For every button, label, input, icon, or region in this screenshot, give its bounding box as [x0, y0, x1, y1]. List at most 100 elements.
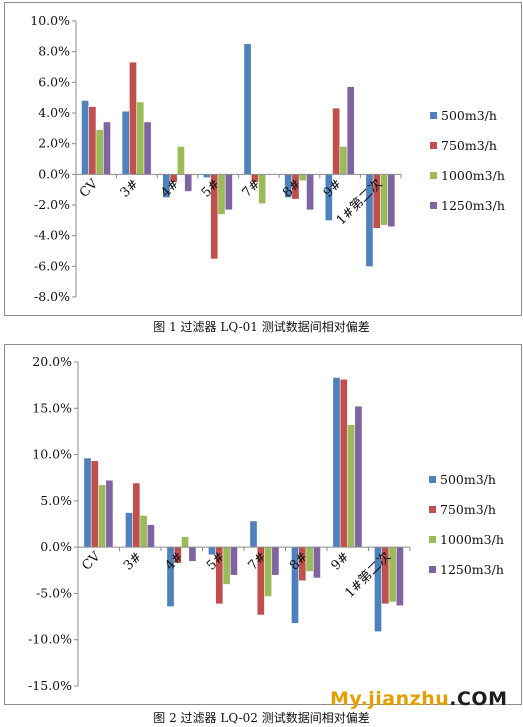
- chart-1-category-label: CV: [77, 176, 102, 201]
- chart-1-bar: [136, 102, 144, 175]
- chart-2-ytick-label: 10.0%: [32, 447, 72, 462]
- chart-2-legend-label: 750m3/h: [440, 502, 496, 517]
- chart-2-bar: [223, 547, 230, 585]
- chart-2-bar: [389, 547, 396, 602]
- chart-2-category-label: 3#: [121, 549, 145, 573]
- chart-2-bar: [355, 406, 362, 548]
- chart-2-bar: [174, 547, 182, 563]
- chart-2-bar: [84, 458, 91, 548]
- chart-2-ytick-label: 20.0%: [32, 354, 72, 369]
- chart-1-category-label: 4#: [158, 177, 182, 201]
- chart-1-bar: [347, 86, 355, 175]
- chart-2-legend-label: 1250m3/h: [440, 562, 504, 577]
- chart-2-bar: [264, 547, 272, 597]
- watermark-dot: .: [360, 688, 369, 710]
- chart-2-bar: [230, 547, 238, 575]
- chart-1-bar: [218, 174, 225, 215]
- chart-1-bar: [292, 174, 299, 199]
- chart-1-legend-swatch: [430, 202, 437, 209]
- chart-1-ytick-label: -6.0%: [34, 258, 70, 273]
- chart-1-bar: [122, 111, 130, 175]
- chart-2-legend-swatch: [429, 476, 436, 483]
- chart-2-bar: [215, 547, 223, 604]
- chart-1-legend-swatch: [430, 172, 437, 179]
- chart-1-bar: [170, 174, 177, 182]
- chart-2-bar: [257, 547, 265, 615]
- chart-2-ytick-label: -15.0%: [28, 678, 72, 693]
- chart-1-bar: [203, 174, 211, 178]
- chart-1-frame: 10.0% 8.0% 6.0% 4.0% 2.0% 0.0% -2.0% -4.0% -6.0%…: [4, 2, 522, 316]
- chart-2-bar: [347, 424, 355, 548]
- chart-1-bar: [210, 174, 218, 259]
- chart-1-category-label: 3#: [118, 177, 142, 201]
- chart-2-bar: [250, 521, 257, 548]
- watermark-part-b: jianzhu: [368, 688, 450, 710]
- chart-2-legend-label: 1000m3/h: [440, 532, 504, 547]
- chart-2-bar: [147, 524, 155, 548]
- chart-2-legend-label: 500m3/h: [440, 472, 496, 487]
- chart-2-frame: 20.0% 15.0% 10.0% 5.0% 0.0% -5.0% -10.0% -15.0%…: [4, 344, 522, 705]
- chart-2-category-label: 4#: [162, 549, 186, 573]
- chart-1-bar: [325, 174, 333, 221]
- chart-2-bar: [374, 547, 382, 632]
- chart-1-bar: [81, 100, 89, 175]
- chart-2-bar: [306, 547, 313, 572]
- chart-1-bar: [225, 174, 233, 210]
- chart-2-bar: [106, 480, 113, 548]
- chart-1-legend-label: 500m3/h: [441, 108, 497, 123]
- watermark-part-a: My: [330, 688, 361, 710]
- chart-2-bar: [396, 547, 404, 606]
- chart-1-bar: [184, 174, 192, 192]
- chart-1-ytick-label: -4.0%: [34, 228, 70, 243]
- chart-2-ytick-label: -5.0%: [36, 585, 72, 600]
- site-watermark: My.jianzhu.COM: [330, 688, 508, 710]
- chart-2-category-label: 9#: [328, 549, 352, 573]
- chart-1-bar: [306, 174, 314, 210]
- chart-1-legend-label: 750m3/h: [441, 138, 497, 153]
- chart-1-bar: [373, 174, 381, 228]
- chart-1-bar: [89, 106, 96, 175]
- chart-2: 20.0% 15.0% 10.0% 5.0% 0.0% -5.0% -10.0% -15.0%…: [28, 354, 504, 693]
- chart-2-legend-swatch: [429, 506, 436, 513]
- chart-1-legend-label: 1250m3/h: [441, 198, 505, 213]
- chart-1-category-label: 9#: [321, 177, 345, 201]
- chart-2-ytick-label: -10.0%: [28, 632, 72, 647]
- chart-1-ytick-label: 10.0%: [30, 13, 70, 28]
- chart-1-bar: [332, 108, 340, 175]
- chart-2-bar: [272, 547, 279, 575]
- chart-1-bar: [144, 122, 151, 175]
- chart-1-bar: [387, 174, 395, 227]
- chart-2-bar: [189, 547, 196, 562]
- chart-1-bar: [366, 174, 373, 267]
- chart-1-legend-swatch: [430, 142, 437, 149]
- watermark-part-c: .COM: [449, 688, 508, 710]
- chart-2-bar: [167, 547, 174, 607]
- chart-2-category-label: CV: [79, 549, 104, 574]
- chart-2-bar: [333, 377, 340, 548]
- chart-1-bar: [177, 146, 185, 175]
- chart-1-bar: [96, 129, 104, 175]
- chart-2-bar: [340, 379, 348, 548]
- chart-1-bar: [103, 122, 111, 175]
- chart-1-ytick-label: 2.0%: [38, 136, 70, 151]
- chart-2-ytick-label: 0.0%: [40, 539, 72, 554]
- chart-2-bar: [381, 547, 389, 604]
- chart-1-legend-swatch: [430, 112, 437, 119]
- chart-2-bar: [91, 461, 99, 548]
- chart-2-legend-swatch: [429, 536, 436, 543]
- chart-1-caption: 图 1 过滤器 LQ-01 测试数据间相对偏差: [153, 320, 370, 334]
- chart-1-legend-label: 1000m3/h: [441, 168, 505, 183]
- chart-1-bar: [299, 174, 307, 181]
- chart-2-bar: [125, 512, 133, 548]
- chart-2-legend-swatch: [429, 566, 436, 573]
- chart-2-caption: 图 2 过滤器 LQ-02 测试数据间相对偏差: [153, 711, 370, 725]
- chart-1-bar: [258, 174, 266, 204]
- chart-2-bar: [291, 547, 299, 624]
- chart-1-bar: [284, 174, 292, 198]
- chart-1-bar: [162, 174, 170, 198]
- chart-1-ytick-label: 0.0%: [38, 166, 70, 181]
- chart-2-ytick-label: 15.0%: [32, 400, 72, 415]
- chart-2-bar: [313, 547, 321, 578]
- chart-1-ytick-label: 8.0%: [38, 44, 70, 59]
- chart-2-bar: [140, 515, 147, 548]
